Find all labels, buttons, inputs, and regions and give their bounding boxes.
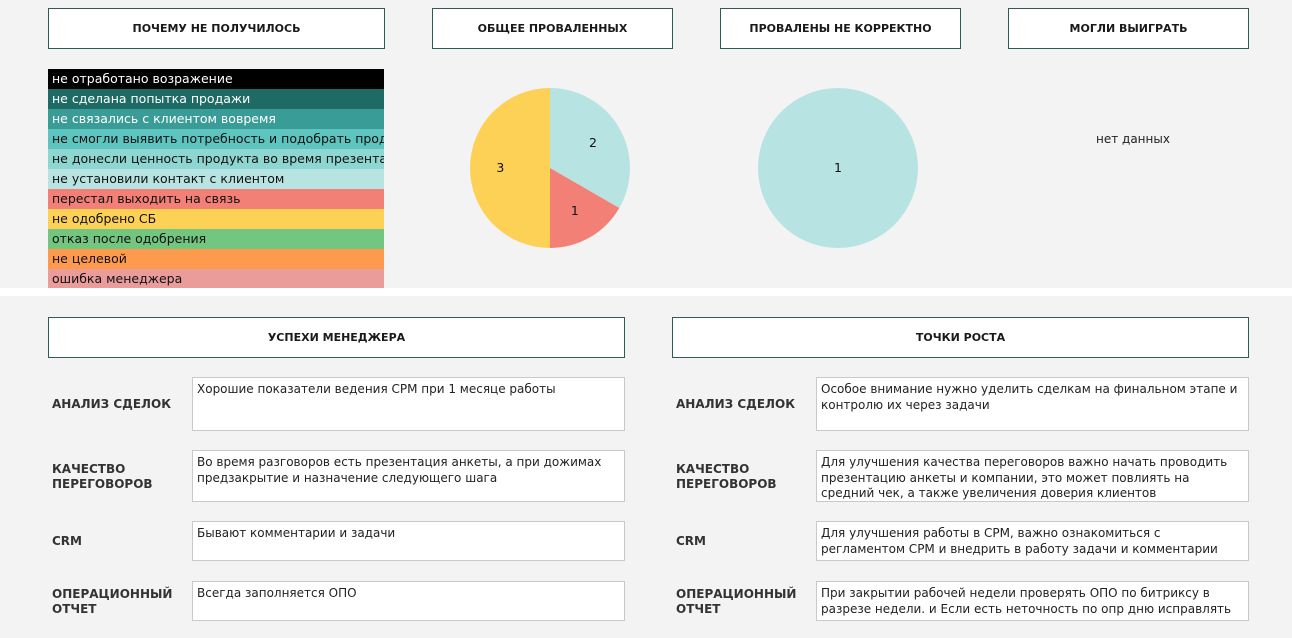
success-text-negotiations[interactable]: Во время разговоров есть презентация анк…	[192, 450, 625, 502]
legend-item: ошибка менеджера	[48, 269, 384, 289]
legend-item: не смогли выявить потребность и подобрат…	[48, 129, 384, 149]
growth-row-label-negotiations: КАЧЕСТВО ПЕРЕГОВОРОВ	[676, 462, 777, 491]
section-divider	[0, 288, 1292, 296]
pie-slice-label: 1	[571, 203, 579, 218]
growth-text-deals[interactable]: Особое внимание нужно уделить сделкам на…	[816, 377, 1249, 431]
pie-slice	[470, 88, 550, 248]
growth-text-crm[interactable]: Для улучшения работы в СРМ, важно ознако…	[816, 521, 1249, 561]
legend-item: не связались с клиентом вовремя	[48, 109, 384, 129]
legend-item: не целевой	[48, 249, 384, 269]
legend-item: не установили контакт с клиентом	[48, 169, 384, 189]
legend-item: не сделана попытка продажи	[48, 89, 384, 109]
legend-item: не донесли ценность продукта во время пр…	[48, 149, 384, 169]
legend-item: отказ после одобрения	[48, 229, 384, 249]
pie-slice-label: 2	[589, 135, 597, 150]
success-row-label-crm: CRM	[52, 534, 82, 548]
pie-slice	[550, 168, 620, 248]
failure-reasons-legend: не отработано возражение не сделана попыт…	[48, 69, 384, 289]
failed-incorrectly-header: ПРОВАЛЕНЫ НЕ КОРРЕКТНО	[720, 8, 961, 49]
failed-incorrectly-pie-chart: 1	[758, 88, 918, 248]
pie-slice	[758, 88, 918, 248]
legend-item: не одобрено СБ	[48, 209, 384, 229]
pie-slice-label: 1	[834, 160, 842, 175]
growth-text-negotiations[interactable]: Для улучшения качества переговоров важно…	[816, 450, 1249, 502]
total-failed-header: ОБЩЕЕ ПРОВАЛЕННЫХ	[432, 8, 673, 49]
growth-row-label-deals: АНАЛИЗ СДЕЛОК	[676, 397, 795, 411]
pie-slice-label: 3	[496, 160, 504, 175]
growth-row-label-report: ОПЕРАЦИОННЫЙ ОТЧЕТ	[676, 587, 797, 616]
growth-text-report[interactable]: При закрытии рабочей недели проверять ОП…	[816, 581, 1249, 621]
success-text-crm[interactable]: Бывают комментарии и задачи	[192, 521, 625, 561]
growth-row-label-crm: CRM	[676, 534, 706, 548]
why-failed-header: ПОЧЕМУ НЕ ПОЛУЧИЛОСЬ	[48, 8, 385, 49]
pie-slice	[550, 88, 630, 208]
success-text-report[interactable]: Всегда заполняется ОПО	[192, 581, 625, 621]
success-row-label-deals: АНАЛИЗ СДЕЛОК	[52, 397, 171, 411]
success-row-label-report: ОПЕРАЦИОННЫЙ ОТЧЕТ	[52, 587, 173, 616]
manager-success-header: УСПЕХИ МЕНЕДЖЕРА	[48, 317, 625, 358]
legend-item: перестал выходить на связь	[48, 189, 384, 209]
success-text-deals[interactable]: Хорошие показатели ведения СРМ при 1 мес…	[192, 377, 625, 431]
could-win-no-data: нет данных	[1096, 132, 1170, 146]
legend-item: не отработано возражение	[48, 69, 384, 89]
total-failed-pie-chart: 2 1 3	[470, 88, 630, 248]
could-win-header: МОГЛИ ВЫИГРАТЬ	[1008, 8, 1249, 49]
growth-points-header: ТОЧКИ РОСТА	[672, 317, 1249, 358]
success-row-label-negotiations: КАЧЕСТВО ПЕРЕГОВОРОВ	[52, 462, 153, 491]
